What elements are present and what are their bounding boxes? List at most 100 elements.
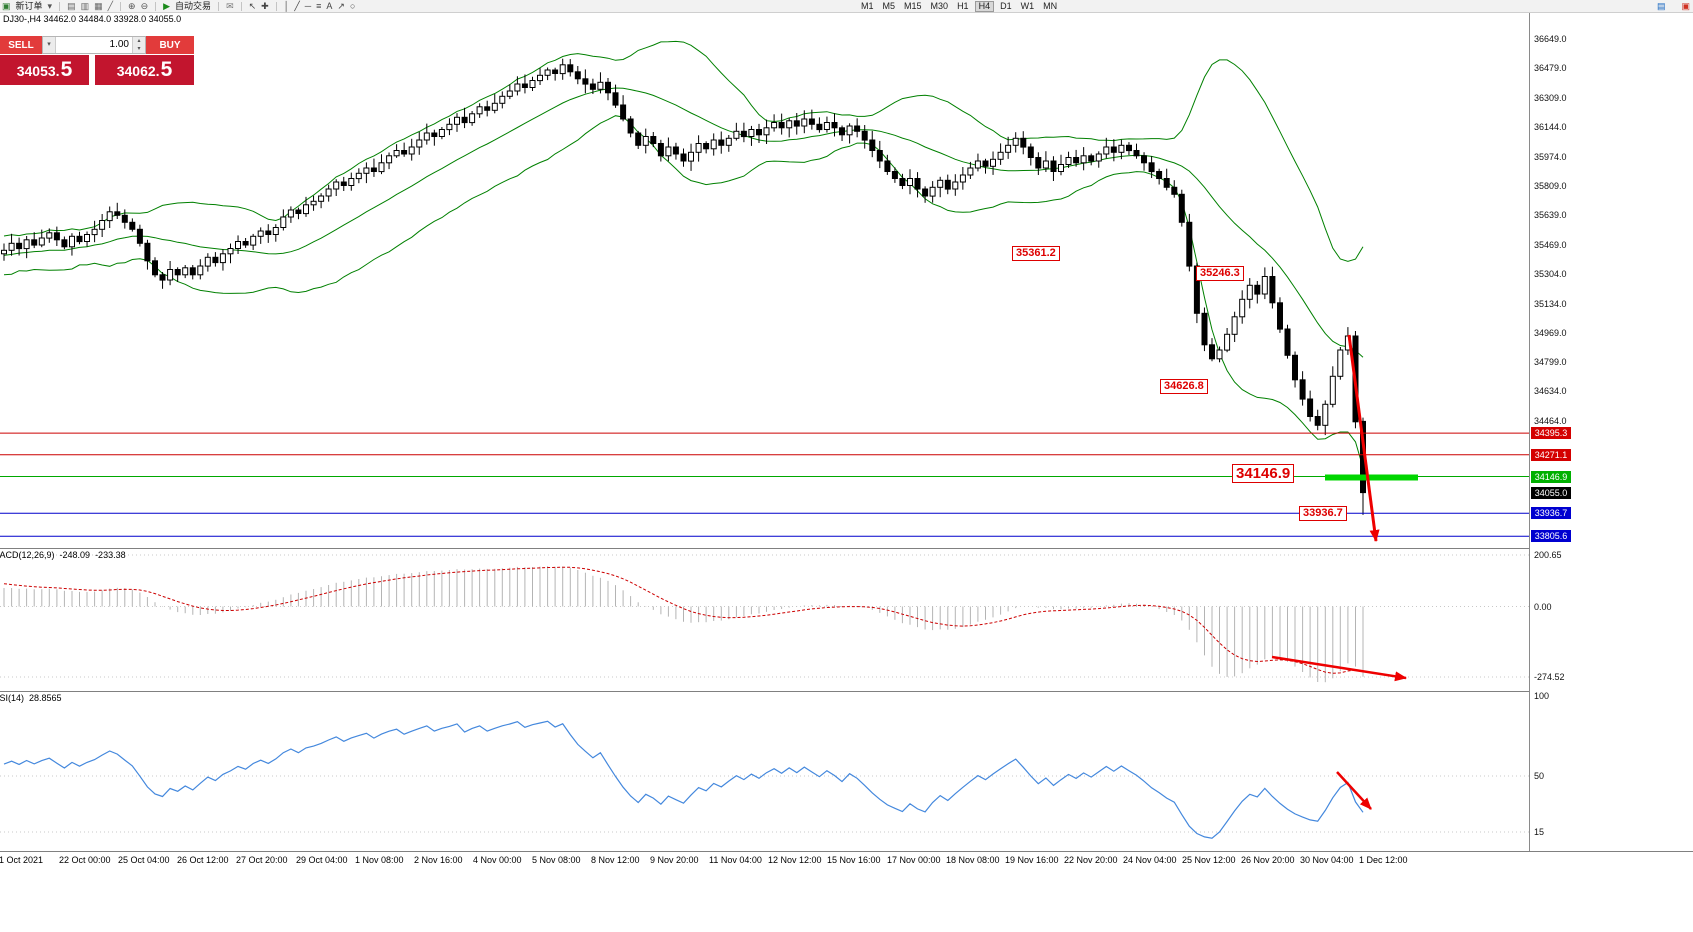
time-axis-label: 15 Nov 16:00 (827, 855, 881, 865)
candlestick-chart-icon[interactable]: ▦ (94, 1, 103, 11)
volume-spinner[interactable]: ▴ ▾ (132, 37, 145, 53)
toolbar-separator (155, 2, 157, 11)
macd-label: MACD(12,26,9) -248.09 -233.38 (0, 550, 126, 560)
toolbar-separator (218, 2, 220, 11)
fibonacci-icon[interactable]: ≡ (316, 1, 322, 11)
price-tick-label: 36649.0 (1534, 34, 1567, 44)
price-tick-label: 35974.0 (1534, 152, 1567, 162)
time-axis[interactable]: 21 Oct 2021 22 Oct 00:00 25 Oct 04:00 26 Oc… (0, 851, 1693, 867)
buy-price-button[interactable]: 34062. 5 (95, 55, 194, 85)
timeframe-button-h1[interactable]: H1 (957, 1, 969, 11)
price-annotation-label[interactable]: 34626.8 (1160, 379, 1208, 394)
zoom-out-icon[interactable]: ⊖ (140, 1, 149, 11)
rsi-line (3, 720, 1364, 839)
shapes-icon[interactable]: ○ (349, 1, 356, 11)
macd-signal-value: -233.38 (95, 550, 126, 560)
timeframe-button-m30[interactable]: M30 (930, 1, 949, 11)
price-level-badge: 34395.3 (1531, 427, 1571, 439)
rsi-value: 28.8565 (29, 693, 62, 703)
time-axis-label: 19 Nov 16:00 (1005, 855, 1059, 865)
auto-trading-icon[interactable]: ▶ (163, 1, 171, 11)
new-order-icon[interactable]: ▣ (2, 1, 11, 11)
main-chart-area[interactable]: DJ30-,H4 34462.0 34484.0 33928.0 34055.0… (0, 13, 1529, 547)
spin-down-icon[interactable]: ▾ (137, 46, 141, 52)
timeframe-button-h4[interactable]: H4 (974, 1, 995, 12)
time-axis-label: 1 Nov 08:00 (355, 855, 404, 865)
time-axis-label: 18 Nov 08:00 (946, 855, 1000, 865)
price-tick-label: 34969.0 (1534, 328, 1567, 338)
time-axis-label: 9 Nov 20:00 (650, 855, 699, 865)
sell-button[interactable]: SELL (0, 36, 42, 54)
chart-window-icon[interactable]: ▤ (67, 1, 76, 11)
timeframe-button-mn[interactable]: MN (1043, 1, 1058, 11)
price-tick-label: 34634.0 (1534, 386, 1567, 396)
price-annotation-label[interactable]: 33936.7 (1299, 506, 1347, 521)
time-axis-label: 12 Nov 12:00 (768, 855, 822, 865)
time-axis-label: 25 Oct 04:00 (118, 855, 170, 865)
time-axis-label: 4 Nov 00:00 (473, 855, 522, 865)
time-axis-label: 22 Nov 20:00 (1064, 855, 1118, 865)
time-axis-label: 17 Nov 00:00 (887, 855, 941, 865)
trend-arrow-annotation[interactable] (1271, 655, 1407, 682)
macd-histogram (3, 566, 1364, 683)
timeframe-button-m1[interactable]: M1 (861, 1, 874, 11)
auto-trading-button[interactable]: 自动交易 (175, 1, 212, 11)
cursor-icon[interactable]: ↖ (248, 1, 257, 11)
highlighted-level-segment[interactable] (1325, 474, 1418, 481)
crosshair-icon[interactable]: ✚ (261, 1, 269, 11)
timeframe-button-m5[interactable]: M5 (882, 1, 896, 11)
alert-icon[interactable]: ▣ (1681, 1, 1690, 11)
rsi-chart (0, 720, 1529, 839)
mail-icon[interactable]: ✉ (226, 1, 234, 11)
price-level-badge: 33805.6 (1531, 530, 1571, 542)
buy-price-main: 34062. (116, 63, 160, 79)
one-click-trading-widget: SELL ▾ 1.00 ▴ ▾ BUY 34053. 5 34062. 5 (0, 36, 194, 85)
trade-widget-top-row: SELL ▾ 1.00 ▴ ▾ BUY (0, 36, 194, 54)
macd-indicator-panel[interactable]: MACD(12,26,9) -248.09 -233.38 (0, 548, 1529, 691)
rsi-indicator-panel[interactable]: RSI(14) 28.8565 (0, 691, 1529, 851)
time-axis-label: 25 Nov 12:00 (1182, 855, 1236, 865)
price-tick-label: 36309.0 (1534, 93, 1567, 103)
window-layout-icon[interactable]: ▤ (1656, 1, 1666, 11)
price-scale[interactable]: 36649.0 36479.0 36309.0 36144.0 35974.0 35809… (1529, 13, 1693, 851)
time-axis-label: 26 Oct 12:00 (177, 855, 229, 865)
time-axis-label: 30 Nov 04:00 (1300, 855, 1354, 865)
trend-arrow-annotation[interactable] (1336, 771, 1372, 810)
time-axis-label: 1 Dec 12:00 (1359, 855, 1408, 865)
toolbar-separator (275, 2, 277, 11)
bar-chart-icon[interactable]: ▥ (80, 1, 90, 11)
timeframe-button-m15[interactable]: M15 (904, 1, 922, 11)
price-annotation-label[interactable]: 34146.9 (1232, 464, 1295, 483)
sell-price-button[interactable]: 34053. 5 (0, 55, 89, 85)
macd-main-value: -248.09 (59, 550, 91, 560)
dropdown-icon[interactable]: ▾ (47, 1, 53, 11)
trend-arrow-annotation[interactable] (1347, 334, 1380, 542)
time-axis-label: 26 Nov 20:00 (1241, 855, 1295, 865)
timeframe-button-w1[interactable]: W1 (1020, 1, 1035, 11)
text-tool-icon[interactable]: A (326, 1, 333, 11)
price-level-badge: 33936.7 (1531, 507, 1571, 519)
time-axis-label: 21 Oct 2021 (0, 855, 44, 865)
zoom-in-icon[interactable]: ⊕ (128, 1, 136, 11)
candlestick-chart (0, 40, 1529, 542)
new-order-button[interactable]: 新订单 (15, 1, 43, 11)
price-annotation-label[interactable]: 35246.3 (1196, 266, 1244, 281)
toolbar-left-group: ▣ 新订单 ▾ ▤ ▥ ▦ ╱ ⊕ ⊖ ▶ 自动交易 ✉ ↖ ✚ │ ╱ ─ ≡ A ↗ ○ (2, 0, 356, 12)
timeframe-button-d1[interactable]: D1 (1000, 1, 1012, 11)
vertical-line-icon[interactable]: │ (283, 1, 290, 11)
trendline-icon[interactable]: ╱ (294, 1, 300, 11)
spin-up-icon[interactable]: ▴ (137, 38, 141, 44)
time-axis-label: 29 Oct 04:00 (296, 855, 348, 865)
rsi-scale-label: 50 (1534, 771, 1545, 781)
price-annotation-label[interactable]: 35361.2 (1012, 246, 1060, 261)
time-axis-label: 2 Nov 16:00 (414, 855, 463, 865)
horizontal-line-icon[interactable]: ─ (304, 1, 312, 11)
volume-dropdown-icon[interactable]: ▾ (43, 37, 56, 53)
rsi-name: RSI(14) (0, 693, 25, 703)
sell-price-pips: 5 (60, 58, 73, 81)
line-chart-icon[interactable]: ╱ (107, 1, 114, 11)
volume-input[interactable]: 1.00 (109, 39, 129, 50)
time-axis-label: 8 Nov 12:00 (591, 855, 640, 865)
buy-button[interactable]: BUY (146, 36, 194, 54)
arrow-tool-icon[interactable]: ↗ (337, 1, 345, 11)
